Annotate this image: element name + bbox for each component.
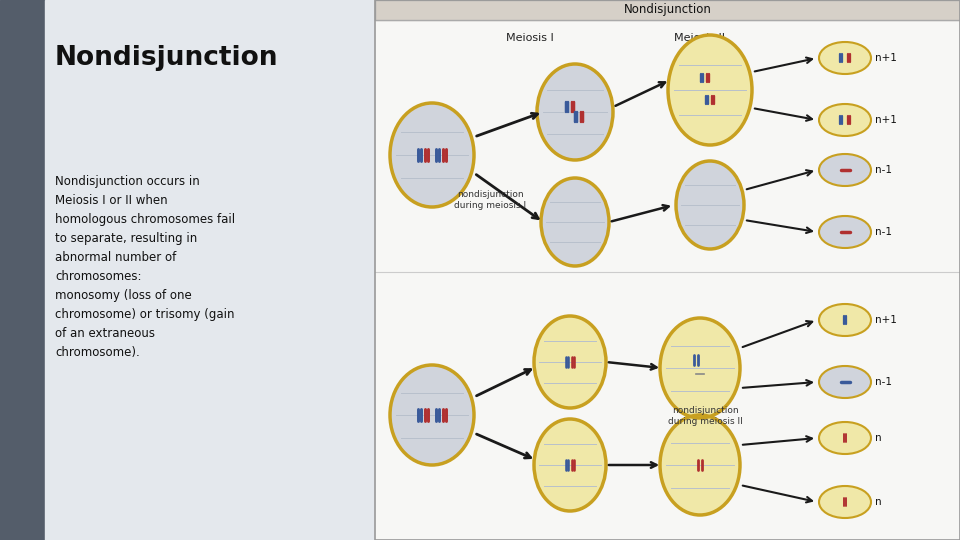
Ellipse shape bbox=[660, 415, 740, 515]
Text: nondisjunction
during meiosis II: nondisjunction during meiosis II bbox=[667, 406, 742, 426]
Ellipse shape bbox=[390, 365, 474, 465]
Bar bbox=[375, 0, 960, 540]
Text: n: n bbox=[875, 497, 881, 507]
Ellipse shape bbox=[819, 422, 871, 454]
Ellipse shape bbox=[676, 161, 744, 249]
Text: Nondisjunction: Nondisjunction bbox=[624, 3, 711, 17]
Ellipse shape bbox=[819, 154, 871, 186]
Ellipse shape bbox=[819, 304, 871, 336]
Text: n-1: n-1 bbox=[875, 227, 892, 237]
Text: Nondisjunction: Nondisjunction bbox=[55, 45, 278, 71]
Bar bbox=[45, 0, 375, 540]
Ellipse shape bbox=[537, 64, 613, 160]
Text: n: n bbox=[875, 433, 881, 443]
Text: Meiosis I: Meiosis I bbox=[506, 33, 554, 43]
Ellipse shape bbox=[534, 419, 606, 511]
Text: n+1: n+1 bbox=[875, 315, 897, 325]
Text: n-1: n-1 bbox=[875, 377, 892, 387]
Ellipse shape bbox=[390, 103, 474, 207]
Ellipse shape bbox=[819, 366, 871, 398]
Ellipse shape bbox=[660, 318, 740, 418]
Text: Meiosis II: Meiosis II bbox=[675, 33, 726, 43]
Text: n+1: n+1 bbox=[875, 115, 897, 125]
Ellipse shape bbox=[668, 35, 752, 145]
Bar bbox=[0, 0, 45, 540]
Ellipse shape bbox=[819, 104, 871, 136]
Ellipse shape bbox=[819, 42, 871, 74]
Ellipse shape bbox=[819, 216, 871, 248]
Ellipse shape bbox=[534, 316, 606, 408]
Text: nondisjunction
during meiosis I: nondisjunction during meiosis I bbox=[454, 190, 526, 210]
Bar bbox=[375, 0, 960, 20]
Bar bbox=[375, 0, 960, 540]
Text: n-1: n-1 bbox=[875, 165, 892, 175]
Ellipse shape bbox=[541, 178, 609, 266]
Text: n+1: n+1 bbox=[875, 53, 897, 63]
Ellipse shape bbox=[819, 486, 871, 518]
Bar bbox=[375, 0, 960, 20]
Text: Nondisjunction occurs in
Meiosis I or II when
homologous chromosomes fail
to sep: Nondisjunction occurs in Meiosis I or II… bbox=[55, 175, 235, 359]
